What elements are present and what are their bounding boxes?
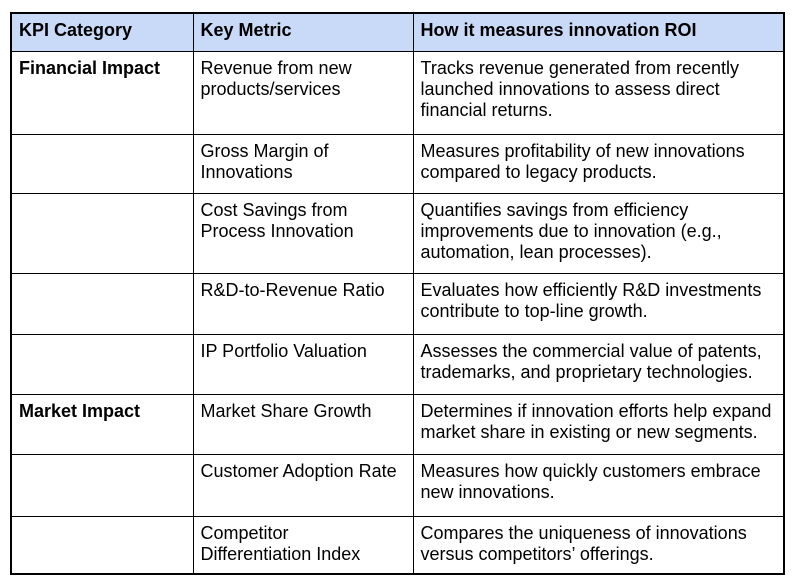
kpi-category-cell: Market Impact	[10, 393, 194, 455]
table-header-row: KPI Category Key Metric How it measures …	[10, 12, 785, 52]
key-metric-cell: Customer Adoption Rate	[192, 453, 414, 517]
description-cell: Assesses the commercial value of patents…	[412, 333, 785, 395]
table-row: Gross Margin of Innovations Measures pro…	[10, 133, 785, 194]
kpi-table: KPI Category Key Metric How it measures …	[10, 12, 785, 575]
description-cell: Determines if innovation efforts help ex…	[412, 393, 785, 455]
description-cell: Evaluates how efficiently R&D investment…	[412, 272, 785, 335]
description-cell: Quantifies savings from efficiency impro…	[412, 192, 785, 274]
kpi-category-cell	[10, 453, 194, 517]
description-cell: Measures profitability of new innovation…	[412, 133, 785, 194]
key-metric-cell: Cost Savings from Process Innovation	[192, 192, 414, 274]
description-cell: Measures how quickly customers embrace n…	[412, 453, 785, 517]
key-metric-cell: Gross Margin of Innovations	[192, 133, 414, 194]
header-key-metric: Key Metric	[192, 12, 414, 52]
key-metric-cell: Revenue from new products/services	[192, 50, 414, 135]
kpi-category-cell	[10, 333, 194, 395]
kpi-category-cell	[10, 192, 194, 274]
key-metric-cell: Competitor Differentiation Index	[192, 515, 414, 575]
kpi-category-cell	[10, 515, 194, 575]
key-metric-cell: R&D-to-Revenue Ratio	[192, 272, 414, 335]
kpi-category-cell: Financial Impact	[10, 50, 194, 135]
kpi-category-cell	[10, 272, 194, 335]
description-cell: Compares the uniqueness of innovations v…	[412, 515, 785, 575]
table-row: Competitor Differentiation Index Compare…	[10, 515, 785, 575]
table-row: Cost Savings from Process Innovation Qua…	[10, 192, 785, 274]
key-metric-cell: IP Portfolio Valuation	[192, 333, 414, 395]
table-row: R&D-to-Revenue Ratio Evaluates how effic…	[10, 272, 785, 335]
kpi-category-cell	[10, 133, 194, 194]
table-row: IP Portfolio Valuation Assesses the comm…	[10, 333, 785, 395]
description-cell: Tracks revenue generated from recently l…	[412, 50, 785, 135]
table-row: Customer Adoption Rate Measures how quic…	[10, 453, 785, 517]
key-metric-cell: Market Share Growth	[192, 393, 414, 455]
table-row: Market Impact Market Share Growth Determ…	[10, 393, 785, 455]
table-row: Financial Impact Revenue from new produc…	[10, 50, 785, 135]
header-how-it-measures: How it measures innovation ROI	[412, 12, 785, 52]
header-kpi-category: KPI Category	[10, 12, 194, 52]
